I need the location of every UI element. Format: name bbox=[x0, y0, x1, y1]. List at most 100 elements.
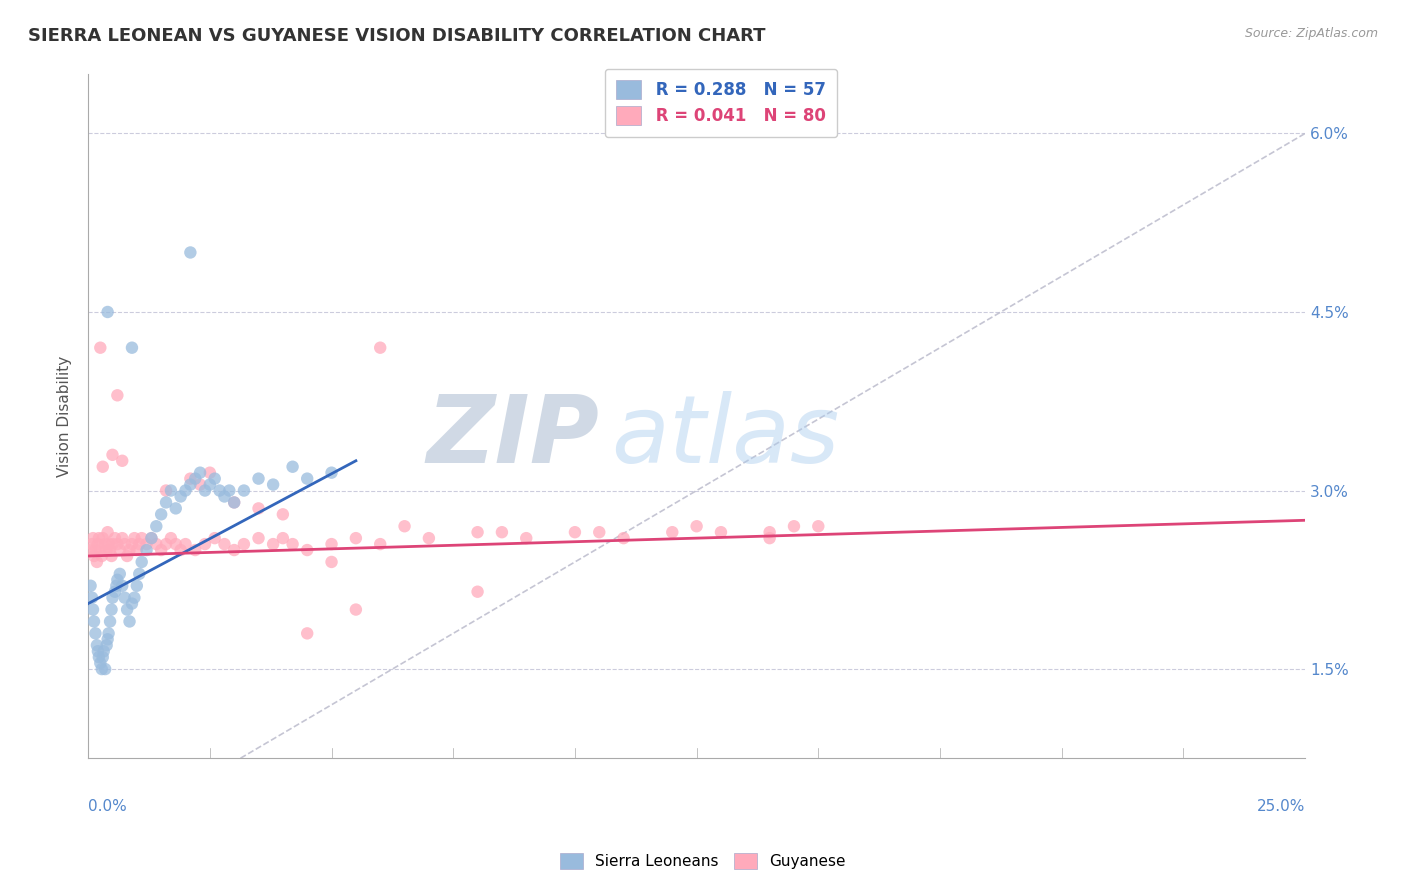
Point bbox=[165, 501, 187, 516]
Point bbox=[108, 566, 131, 581]
Point bbox=[87, 644, 110, 658]
Point bbox=[198, 466, 221, 480]
Point bbox=[564, 525, 586, 540]
Point bbox=[131, 555, 153, 569]
Point bbox=[467, 525, 489, 540]
Point bbox=[105, 573, 128, 587]
Point bbox=[115, 602, 138, 616]
Point bbox=[271, 531, 294, 545]
Point bbox=[194, 537, 217, 551]
Point bbox=[121, 537, 143, 551]
Point bbox=[807, 519, 830, 533]
Point bbox=[104, 584, 127, 599]
Point bbox=[368, 537, 391, 551]
Point bbox=[97, 525, 120, 540]
Point bbox=[204, 472, 226, 486]
Point bbox=[344, 531, 367, 545]
Point bbox=[115, 549, 138, 563]
Point bbox=[124, 531, 146, 545]
Point bbox=[685, 519, 707, 533]
Point bbox=[90, 549, 112, 563]
Point bbox=[160, 531, 183, 545]
Point bbox=[150, 543, 173, 558]
Point bbox=[204, 531, 226, 545]
Text: SIERRA LEONEAN VS GUYANESE VISION DISABILITY CORRELATION CHART: SIERRA LEONEAN VS GUYANESE VISION DISABI… bbox=[28, 27, 766, 45]
Point bbox=[101, 537, 124, 551]
Point bbox=[179, 472, 201, 486]
Point bbox=[247, 531, 270, 545]
Point bbox=[179, 477, 201, 491]
Point bbox=[145, 519, 167, 533]
Point bbox=[96, 543, 118, 558]
Point bbox=[271, 508, 294, 522]
Point bbox=[188, 477, 211, 491]
Text: Source: ZipAtlas.com: Source: ZipAtlas.com bbox=[1244, 27, 1378, 40]
Point bbox=[613, 531, 636, 545]
Point bbox=[82, 531, 104, 545]
Point bbox=[79, 579, 101, 593]
Point bbox=[111, 454, 134, 468]
Point bbox=[783, 519, 806, 533]
Point bbox=[232, 483, 254, 498]
Point bbox=[121, 597, 143, 611]
Point bbox=[214, 537, 236, 551]
Point bbox=[98, 615, 121, 629]
Point bbox=[758, 531, 780, 545]
Point bbox=[295, 543, 318, 558]
Point bbox=[128, 537, 150, 551]
Point bbox=[224, 543, 246, 558]
Point bbox=[128, 566, 150, 581]
Point bbox=[83, 615, 105, 629]
Point bbox=[295, 472, 318, 486]
Point bbox=[145, 537, 167, 551]
Point bbox=[118, 615, 141, 629]
Point bbox=[101, 448, 124, 462]
Point bbox=[105, 388, 128, 402]
Point bbox=[194, 483, 217, 498]
Point bbox=[124, 591, 146, 605]
Point bbox=[87, 537, 110, 551]
Point bbox=[174, 483, 197, 498]
Point bbox=[150, 508, 173, 522]
Point bbox=[184, 472, 207, 486]
Point bbox=[588, 525, 610, 540]
Point bbox=[114, 537, 136, 551]
Point bbox=[321, 537, 343, 551]
Point bbox=[111, 531, 134, 545]
Point bbox=[105, 537, 128, 551]
Point bbox=[295, 626, 318, 640]
Point bbox=[100, 602, 122, 616]
Point bbox=[84, 626, 107, 640]
Text: ZIP: ZIP bbox=[426, 391, 599, 483]
Point bbox=[91, 531, 114, 545]
Point bbox=[91, 650, 114, 665]
Point bbox=[82, 602, 104, 616]
Point bbox=[184, 543, 207, 558]
Point bbox=[86, 555, 108, 569]
Point bbox=[87, 650, 110, 665]
Text: 25.0%: 25.0% bbox=[1257, 799, 1305, 814]
Point bbox=[125, 579, 148, 593]
Point bbox=[321, 555, 343, 569]
Point bbox=[368, 341, 391, 355]
Point bbox=[321, 466, 343, 480]
Point bbox=[89, 341, 111, 355]
Point bbox=[111, 579, 134, 593]
Point bbox=[91, 459, 114, 474]
Point bbox=[247, 472, 270, 486]
Point bbox=[155, 537, 177, 551]
Point bbox=[169, 543, 191, 558]
Point bbox=[174, 537, 197, 551]
Point bbox=[89, 543, 111, 558]
Point bbox=[101, 591, 124, 605]
Point bbox=[96, 638, 118, 652]
Point bbox=[135, 543, 157, 558]
Point bbox=[141, 531, 163, 545]
Point bbox=[89, 656, 111, 670]
Point bbox=[97, 537, 120, 551]
Text: 0.0%: 0.0% bbox=[89, 799, 127, 814]
Point bbox=[179, 245, 201, 260]
Point bbox=[135, 537, 157, 551]
Point bbox=[198, 477, 221, 491]
Point bbox=[114, 591, 136, 605]
